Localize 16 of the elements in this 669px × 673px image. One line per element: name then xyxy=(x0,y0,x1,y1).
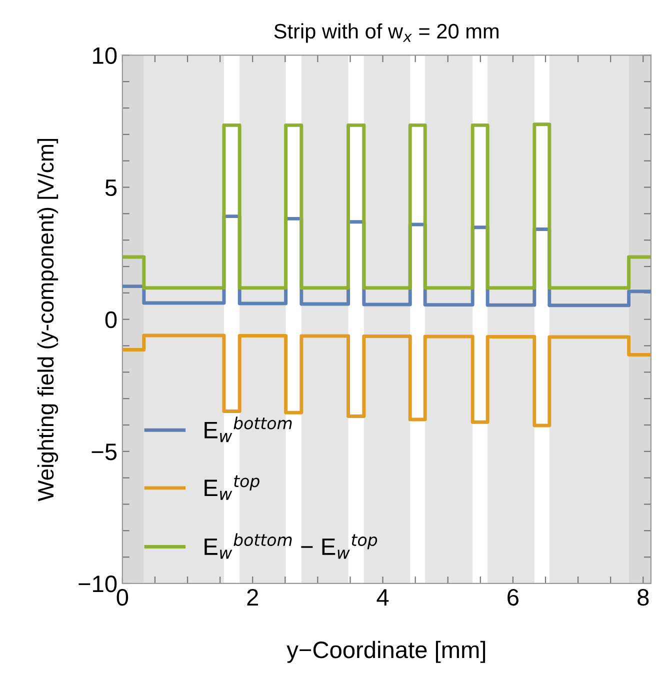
legend-label: E$_{w}$$^{bottom}$ − E$_{w}$$^{top}$ xyxy=(204,533,378,559)
x-tick-label: 6 xyxy=(508,588,518,606)
y-tick-label: 0 xyxy=(105,311,117,328)
y-tick-label: 10 xyxy=(93,47,117,64)
chart-title: Strip with of w$_{x}$ = 20 mm xyxy=(274,23,498,43)
x-axis-title: y−Coordinate [mm] xyxy=(286,640,486,663)
y-tick-label: 5 xyxy=(105,180,117,196)
legend-label: E$_{w}$$^{top}$ xyxy=(204,475,260,500)
y-tick-label: −5 xyxy=(92,444,117,460)
legend-label: E$_{w}$$^{bottom}$ xyxy=(204,416,292,442)
x-tick-label: 2 xyxy=(247,588,258,606)
y-tick-label: −10 xyxy=(78,576,117,592)
y-axis-title: Weighting field (y-component) [V/cm] xyxy=(37,138,58,502)
x-tick-label: 0 xyxy=(116,588,128,606)
x-tick-label: 4 xyxy=(376,589,389,606)
x-tick-label: 8 xyxy=(638,588,649,606)
